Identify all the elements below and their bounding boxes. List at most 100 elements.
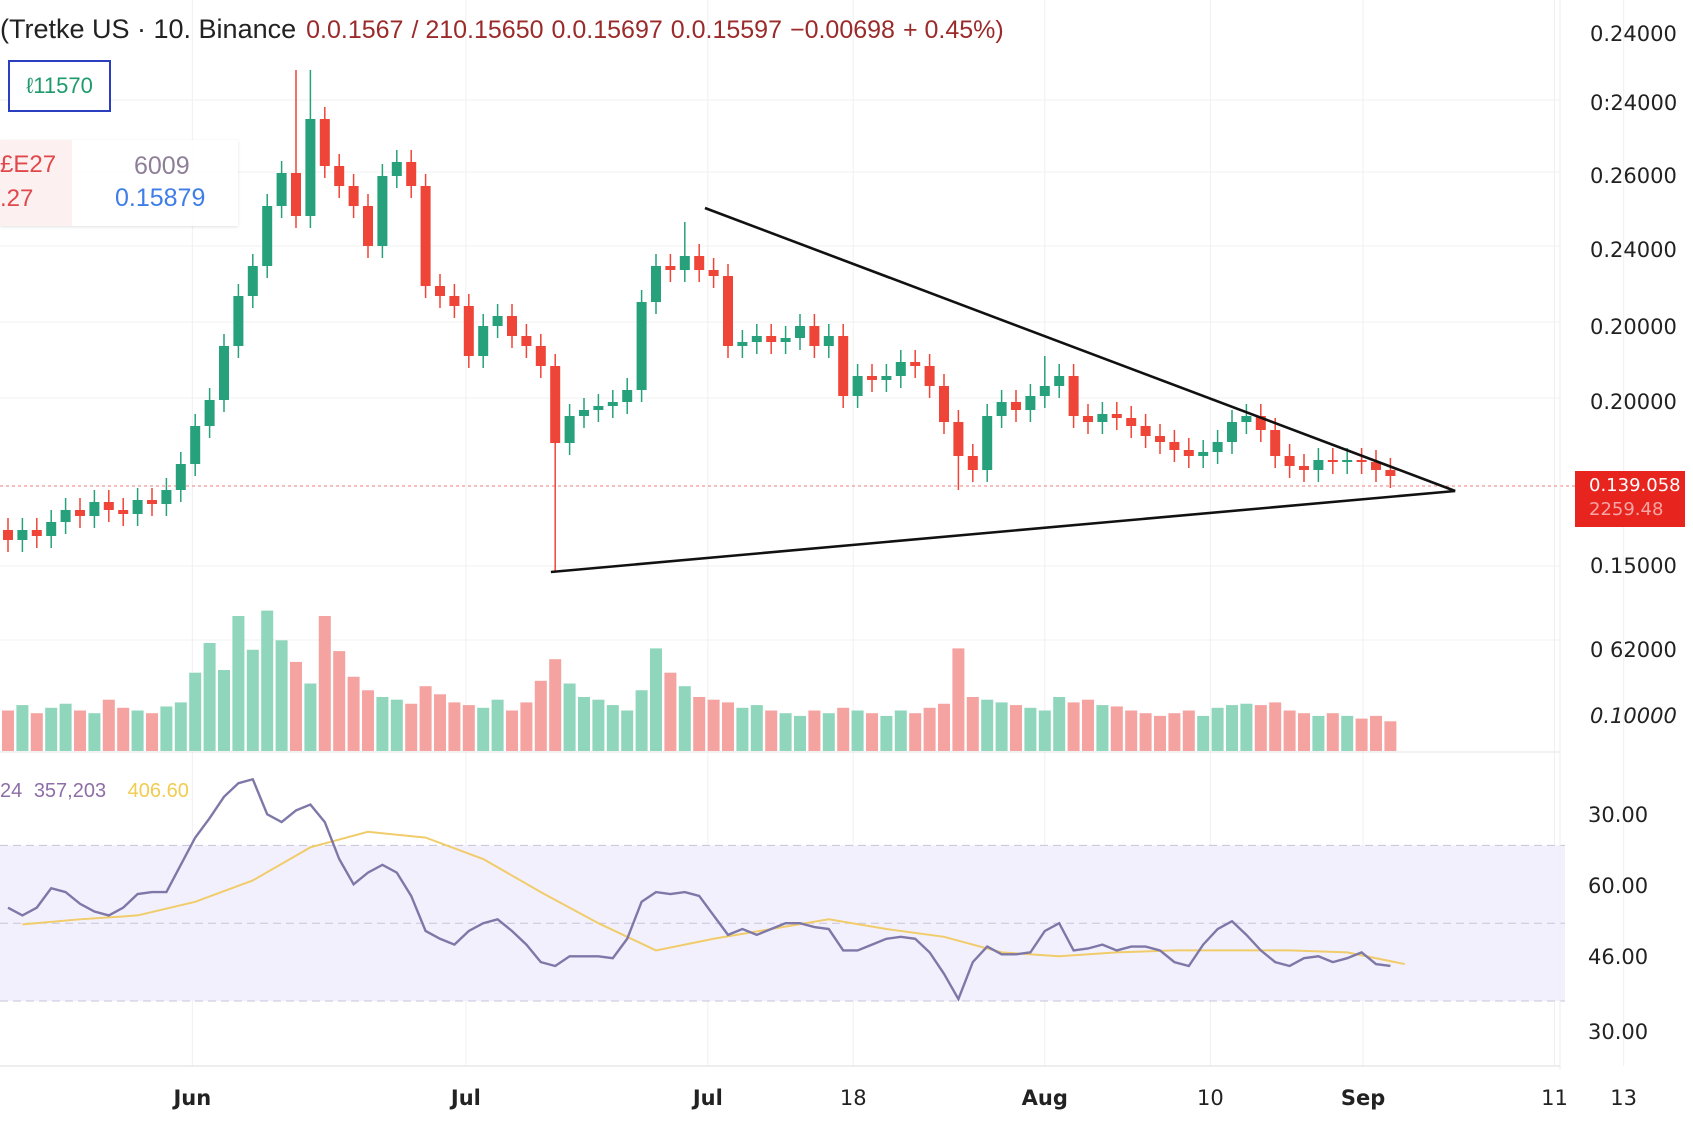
candle-body xyxy=(89,502,100,516)
candle-body xyxy=(363,206,373,246)
candle-body xyxy=(766,336,777,342)
candle-body xyxy=(1356,460,1367,462)
volume-bar xyxy=(419,686,432,751)
candle-body xyxy=(1183,450,1194,456)
volume-bar xyxy=(592,699,605,751)
volume-bar xyxy=(1182,710,1195,751)
candle-body xyxy=(1270,430,1281,456)
symbol-title[interactable]: (Tretke US · 10. Binance xyxy=(0,14,297,44)
ohlc-value: 0.0.1567 xyxy=(306,16,404,44)
candle-body xyxy=(679,256,690,270)
candle-body xyxy=(924,366,935,386)
volume-bar xyxy=(578,697,590,751)
candle-body xyxy=(1212,442,1223,452)
volume-bar xyxy=(722,702,734,751)
time-tick: Aug xyxy=(1021,1086,1068,1110)
volume-bar xyxy=(995,702,1008,751)
volume-bar xyxy=(808,710,821,751)
volume-bar xyxy=(923,707,936,751)
candle-body xyxy=(1299,466,1309,470)
legend-value-1: 6009 xyxy=(134,152,190,180)
rsi-tick: 46.00 xyxy=(1588,945,1649,969)
volume-bar xyxy=(1024,707,1037,751)
volume-bar xyxy=(390,699,403,751)
candle-body xyxy=(694,256,705,270)
volume-bar xyxy=(894,710,907,751)
candle-body xyxy=(233,296,244,346)
candle-body xyxy=(967,456,978,470)
candle-body xyxy=(665,266,676,270)
volume-bar xyxy=(534,680,547,751)
volume-bar xyxy=(160,706,173,751)
candle-body xyxy=(219,346,229,400)
volume-bar xyxy=(102,699,115,751)
candle-body xyxy=(982,416,993,470)
volume-bar xyxy=(1226,705,1238,751)
volume-bar xyxy=(218,670,230,751)
volume-bar xyxy=(952,648,965,751)
time-tick: Jul xyxy=(692,1086,723,1110)
candle-body xyxy=(636,302,647,390)
candle-body xyxy=(795,326,805,338)
candle-body xyxy=(319,119,330,166)
volume-bar xyxy=(1139,713,1152,751)
candle-body xyxy=(391,162,402,176)
volume-bar xyxy=(477,707,490,751)
volume-bar xyxy=(203,643,216,751)
volume-bar xyxy=(261,610,274,751)
candle-body xyxy=(1025,396,1036,410)
candle-body xyxy=(31,530,42,536)
volume-bar xyxy=(1197,715,1210,751)
candle-body xyxy=(723,276,733,346)
candle-body xyxy=(147,500,157,504)
volume-bars xyxy=(2,610,1397,751)
volume-bar xyxy=(1038,710,1051,751)
candle-body xyxy=(507,316,517,336)
candle-body xyxy=(780,338,791,342)
trendline xyxy=(550,489,1456,574)
candle-body xyxy=(132,500,143,514)
candle-body xyxy=(852,376,863,396)
candle-body xyxy=(895,362,906,376)
volume-bar xyxy=(1125,710,1138,751)
volume-bar xyxy=(1110,706,1123,751)
volume-bar xyxy=(635,690,648,751)
candle-body xyxy=(751,336,762,342)
candle-body xyxy=(46,522,57,536)
indicator-legend: £E27 .27 6009 0.15879 xyxy=(0,140,238,226)
volume-bar xyxy=(462,705,475,751)
volume-bar xyxy=(1283,710,1296,751)
triangle-trendlines[interactable] xyxy=(550,206,1456,574)
candle-body xyxy=(334,166,345,186)
volume-bar xyxy=(779,713,792,751)
candle-body xyxy=(118,510,129,514)
volume-tick: 0 62000 xyxy=(1590,638,1677,662)
candle-body xyxy=(996,402,1007,416)
price-tick: 0.26000 xyxy=(1590,164,1677,188)
volume-bar xyxy=(966,697,979,751)
price-tick: 0.20000 xyxy=(1590,390,1677,414)
volume-bar xyxy=(693,697,706,751)
candle-body xyxy=(175,464,186,490)
candle-body xyxy=(651,266,661,302)
volume-bar xyxy=(117,707,130,751)
price-tick: 0.24000 xyxy=(1590,22,1677,46)
candle-body xyxy=(291,173,301,216)
volume-bar xyxy=(1355,718,1368,751)
volume-bar xyxy=(765,710,778,751)
ohlc-value: + 0.45%) xyxy=(902,16,1004,44)
volume-bar xyxy=(736,707,749,751)
volume-bar xyxy=(1298,713,1310,751)
last-price: 0.139.058 xyxy=(1589,475,1681,496)
volume-bar xyxy=(1211,707,1224,751)
volume-bar xyxy=(2,710,14,751)
candle-body xyxy=(449,296,460,306)
legend-value: £E27 xyxy=(0,151,57,178)
volume-bar xyxy=(938,703,950,751)
overlay-value-box[interactable]: ℓ11570 xyxy=(8,60,111,112)
volume-bar xyxy=(347,676,360,751)
candle-body xyxy=(60,510,71,522)
candle-body xyxy=(1385,470,1396,476)
time-tick: 11 xyxy=(1541,1086,1568,1110)
